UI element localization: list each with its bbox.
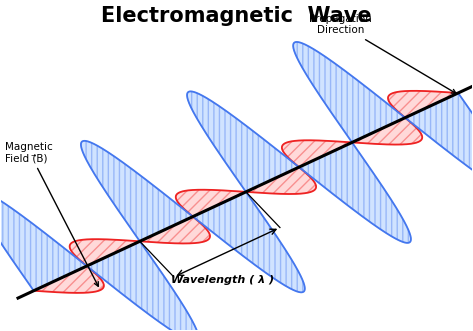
Polygon shape xyxy=(282,140,352,167)
Text: Magnetic
Field (⃗B): Magnetic Field (⃗B) xyxy=(5,142,98,286)
Polygon shape xyxy=(193,191,305,292)
Polygon shape xyxy=(352,118,422,145)
Polygon shape xyxy=(140,216,210,243)
Polygon shape xyxy=(293,42,406,142)
Polygon shape xyxy=(299,142,411,243)
Polygon shape xyxy=(187,91,300,192)
Polygon shape xyxy=(81,141,193,241)
Polygon shape xyxy=(87,241,199,331)
Text: Electromagnetic  Wave: Electromagnetic Wave xyxy=(101,6,372,25)
Text: Propagation
Direction: Propagation Direction xyxy=(309,14,456,93)
Polygon shape xyxy=(176,190,246,216)
Text: Wavelength ( λ ): Wavelength ( λ ) xyxy=(171,275,274,285)
Polygon shape xyxy=(70,239,140,266)
Polygon shape xyxy=(388,91,458,118)
Polygon shape xyxy=(34,266,104,293)
Polygon shape xyxy=(246,167,316,194)
Text: Electric
Field (⃗E): Electric Field (⃗E) xyxy=(0,330,1,331)
Polygon shape xyxy=(0,190,87,291)
Polygon shape xyxy=(405,93,473,193)
